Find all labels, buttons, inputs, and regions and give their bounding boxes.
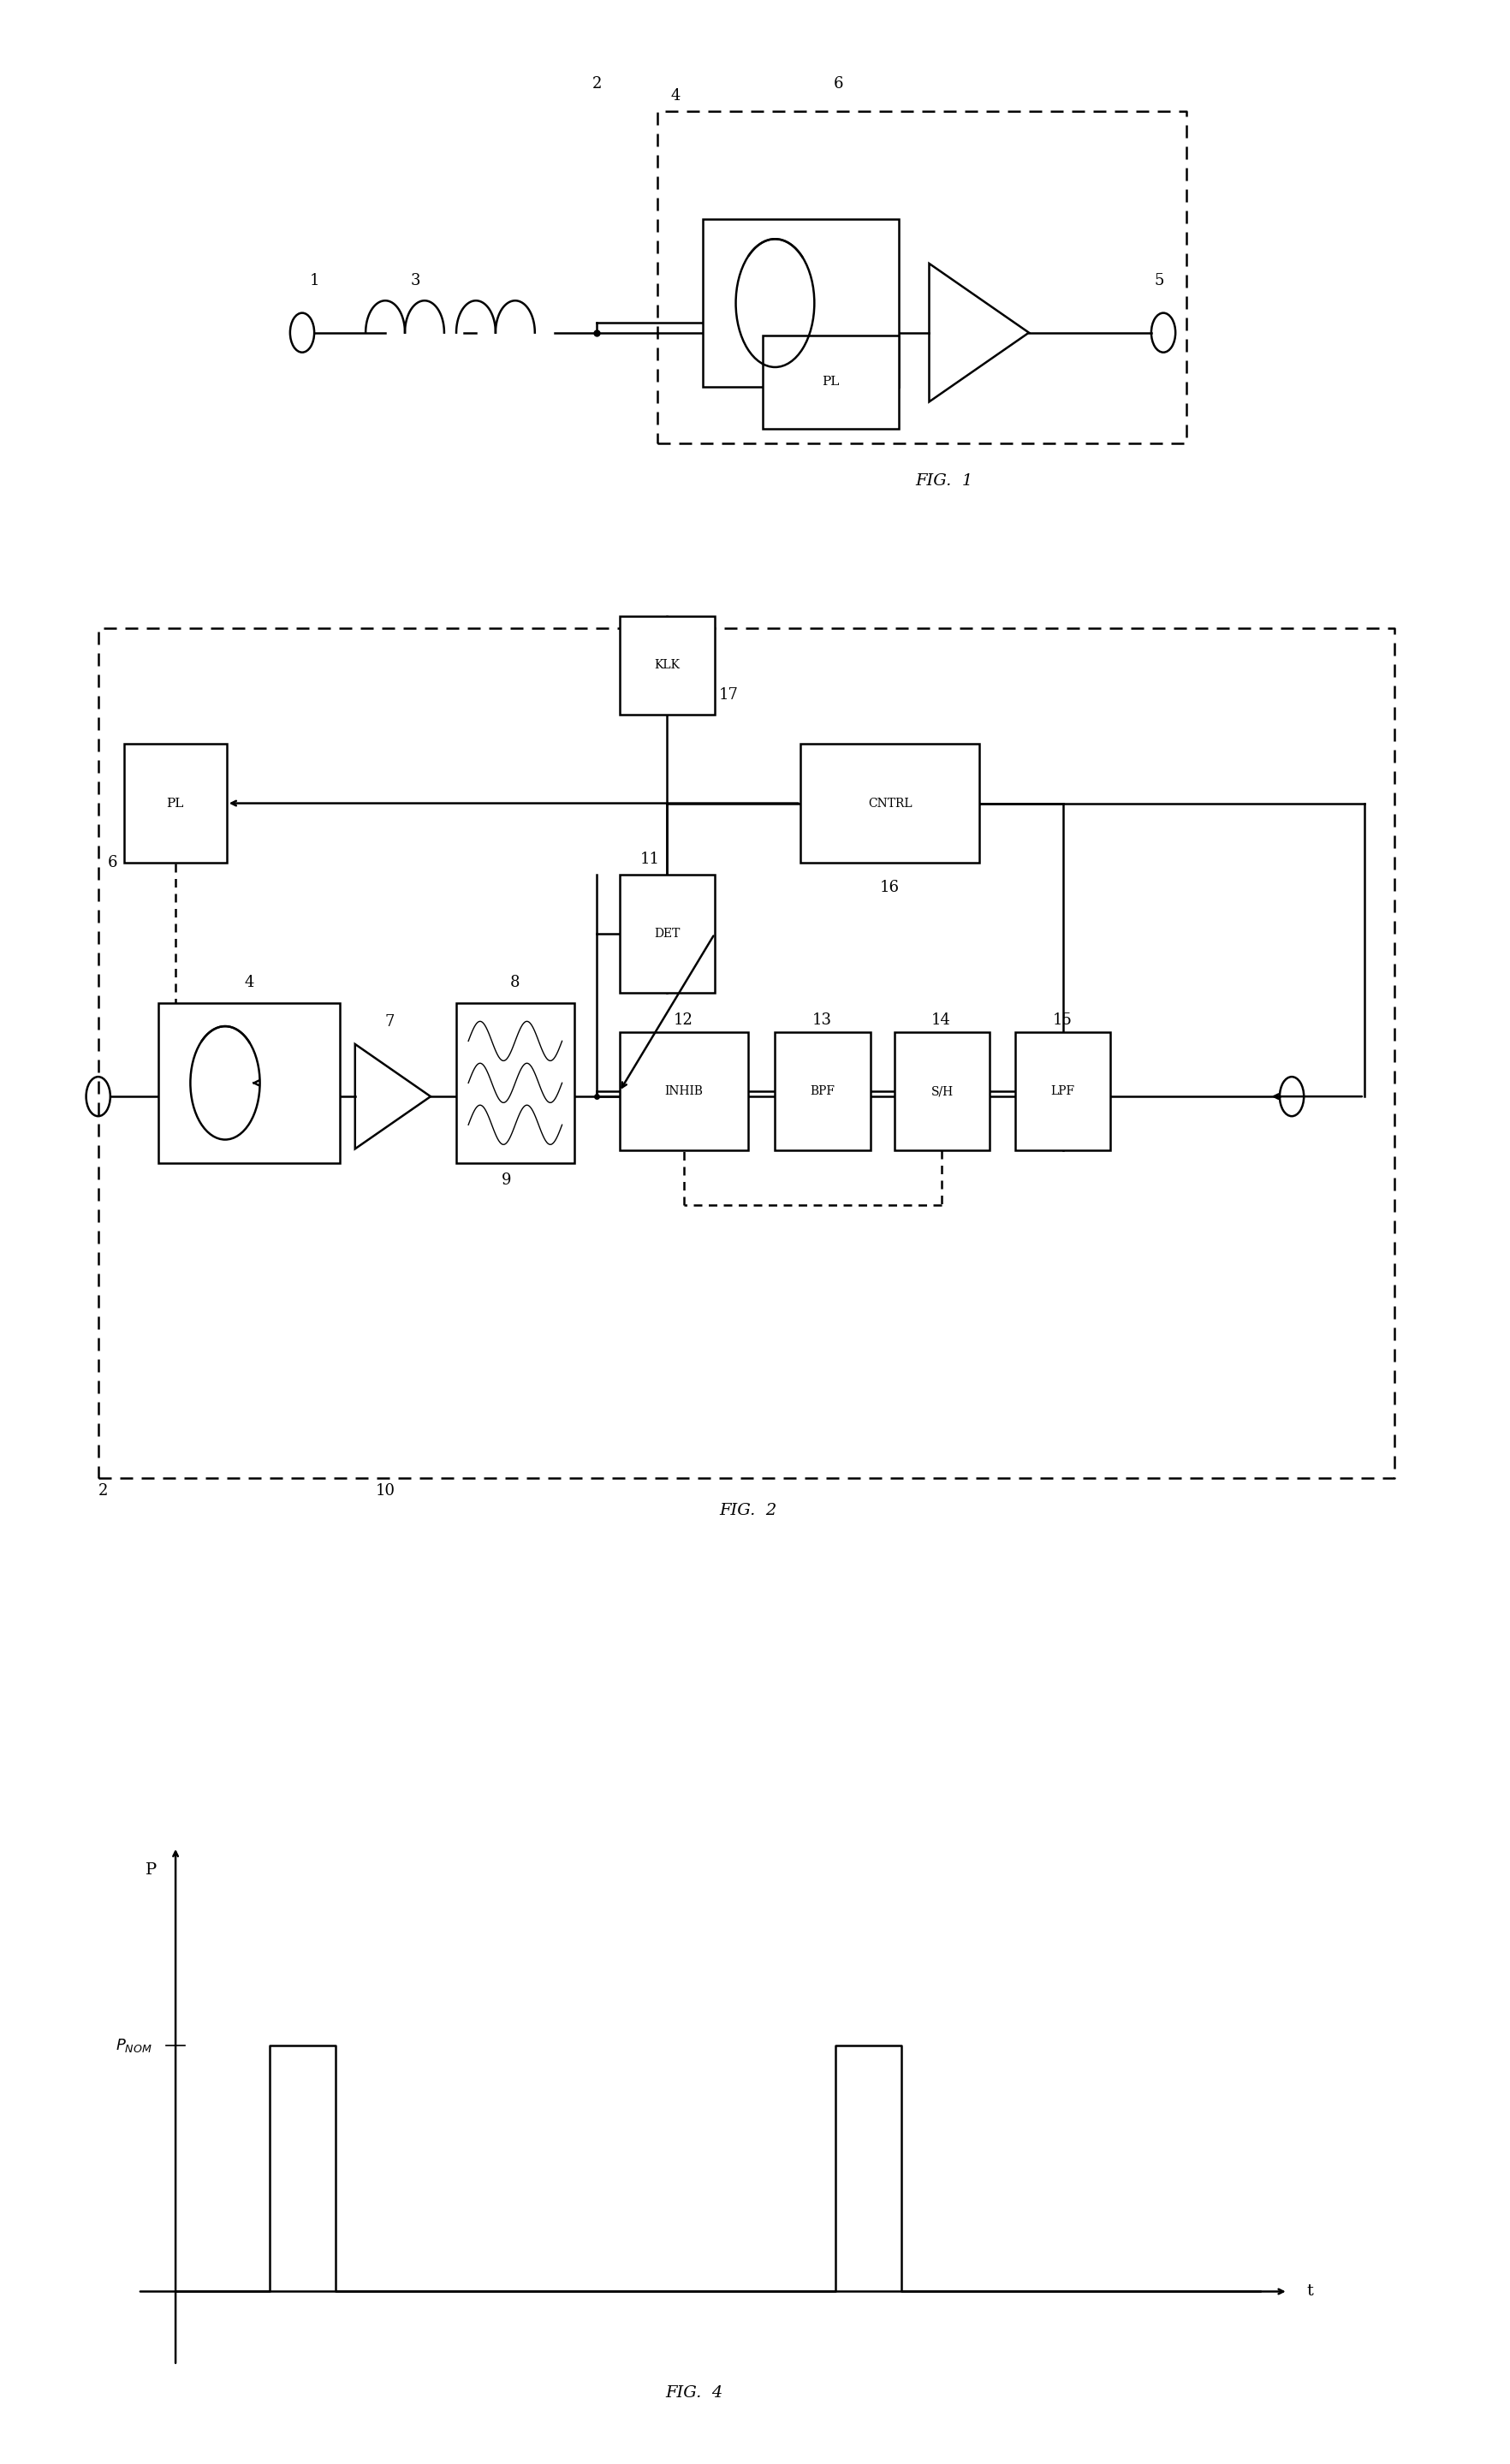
Text: 4: 4 [670,89,680,103]
Text: P: P [145,1863,157,1878]
Text: PL: PL [166,798,184,808]
Text: 2: 2 [98,1483,107,1498]
Text: 6: 6 [107,855,118,870]
Text: $P_{NOM}$: $P_{NOM}$ [115,2038,153,2053]
FancyBboxPatch shape [702,219,898,387]
Text: t: t [1306,2284,1312,2299]
Text: KLK: KLK [654,660,680,670]
Text: 16: 16 [879,880,900,894]
Text: PL: PL [821,377,840,387]
FancyBboxPatch shape [124,744,226,862]
Text: 1: 1 [310,274,319,288]
Text: 8: 8 [510,976,519,991]
Text: 10: 10 [374,1483,396,1498]
FancyBboxPatch shape [775,1032,870,1151]
Text: 17: 17 [719,687,738,702]
FancyBboxPatch shape [456,1003,574,1163]
Text: 3: 3 [411,274,420,288]
Text: 15: 15 [1052,1013,1071,1027]
Text: 13: 13 [811,1013,832,1027]
Text: 5: 5 [1154,274,1163,288]
Text: 2: 2 [592,76,601,91]
FancyBboxPatch shape [619,1032,747,1151]
Text: 11: 11 [639,853,660,867]
Text: DET: DET [654,929,680,939]
Text: 14: 14 [932,1013,950,1027]
Text: BPF: BPF [809,1087,835,1096]
FancyBboxPatch shape [619,875,714,993]
FancyBboxPatch shape [619,616,714,715]
Text: 6: 6 [834,76,843,91]
Text: S/H: S/H [930,1087,953,1096]
FancyBboxPatch shape [1015,1032,1110,1151]
Text: FIG.  2: FIG. 2 [719,1503,776,1518]
Text: CNTRL: CNTRL [867,798,912,808]
Text: FIG.  1: FIG. 1 [915,473,972,488]
Text: 12: 12 [673,1013,692,1027]
Text: LPF: LPF [1051,1087,1074,1096]
Text: 4: 4 [245,976,254,991]
Text: FIG.  4: FIG. 4 [664,2385,722,2400]
FancyBboxPatch shape [159,1003,340,1163]
FancyBboxPatch shape [763,335,898,429]
Text: 9: 9 [501,1173,510,1188]
FancyBboxPatch shape [800,744,978,862]
Text: 7: 7 [385,1015,394,1030]
Text: INHIB: INHIB [664,1087,702,1096]
FancyBboxPatch shape [894,1032,989,1151]
